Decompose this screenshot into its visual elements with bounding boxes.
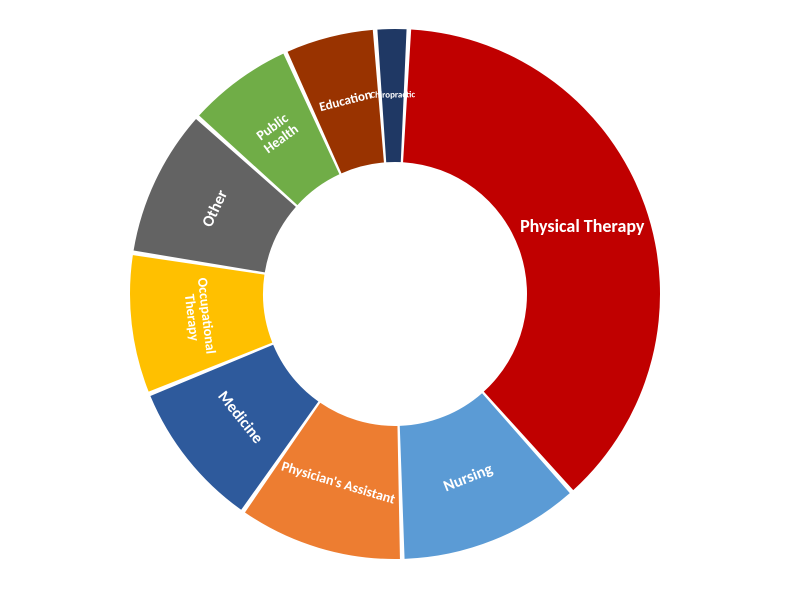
slice-label-chiropractic: Chiropractic — [370, 89, 415, 101]
donut-chart-svg: Physical TherapyNursingPhysician's Assis… — [0, 0, 790, 589]
donut-chart: Physical TherapyNursingPhysician's Assis… — [0, 0, 790, 589]
slice-label-physical-therapy: Physical Therapy — [520, 215, 645, 237]
